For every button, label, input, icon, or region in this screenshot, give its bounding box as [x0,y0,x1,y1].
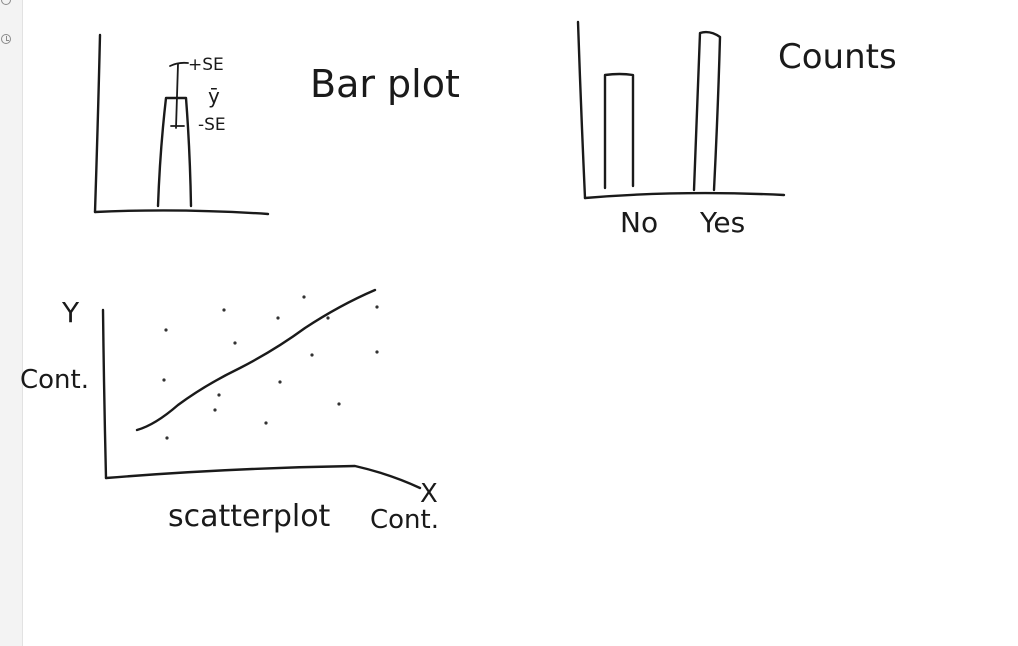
scatter-point-8 [310,353,314,357]
scatterplot-title: scatterplot [168,499,331,534]
scatter-x-axis [104,464,422,490]
category-label-no: No [620,206,658,239]
counts-y-axis [576,20,587,200]
scatter-point-4 [326,316,330,320]
scatter-y-axis [101,308,108,480]
scatter-point-5 [375,305,379,309]
scatter-point-11 [217,393,221,397]
counts-title: Counts [778,37,897,77]
bar-plot-title: Bar plot [310,62,460,106]
mean-label: ȳ [208,84,220,108]
counts-sketch: No Yes Counts [576,20,897,239]
scatter-point-12 [278,380,282,384]
scatter-point-7 [276,316,280,320]
scatter-y-variable: Y [61,296,80,329]
scatter-point-3 [302,295,306,299]
error-bar [169,61,189,129]
scatter-x-variable: X [420,479,438,509]
scatter-points [162,295,379,440]
scatter-point-9 [375,350,379,354]
category-label-yes: Yes [699,206,745,239]
scatter-point-14 [213,408,217,412]
scatter-point-13 [337,402,341,406]
scatterplot-sketch: Y Cont. X scatterplot Cont. [20,288,439,535]
scatter-point-1 [164,328,168,332]
bar-plot-x-axis [93,209,270,216]
scatter-point-10 [162,378,166,382]
bar-plot-bar [156,96,193,208]
scatter-point-6 [233,341,237,345]
lower-se-label: -SE [198,115,226,135]
scatter-point-15 [264,421,268,425]
counts-x-axis [583,191,786,200]
trend-line [135,288,377,432]
bar-plot-y-axis [93,33,102,214]
scatter-x-type: Cont. [370,505,439,535]
left-toolbar [0,0,23,646]
scatter-point-2 [222,308,226,312]
scatter-y-type: Cont. [20,365,89,395]
clock-icon[interactable] [1,34,11,44]
upper-se-label: +SE [188,55,224,75]
bar-plot-sketch: +SE ȳ -SE Bar plot [93,33,460,216]
counts-bar-no [603,72,635,190]
counts-bar-yes [692,30,722,192]
scatter-point-16 [165,436,169,440]
